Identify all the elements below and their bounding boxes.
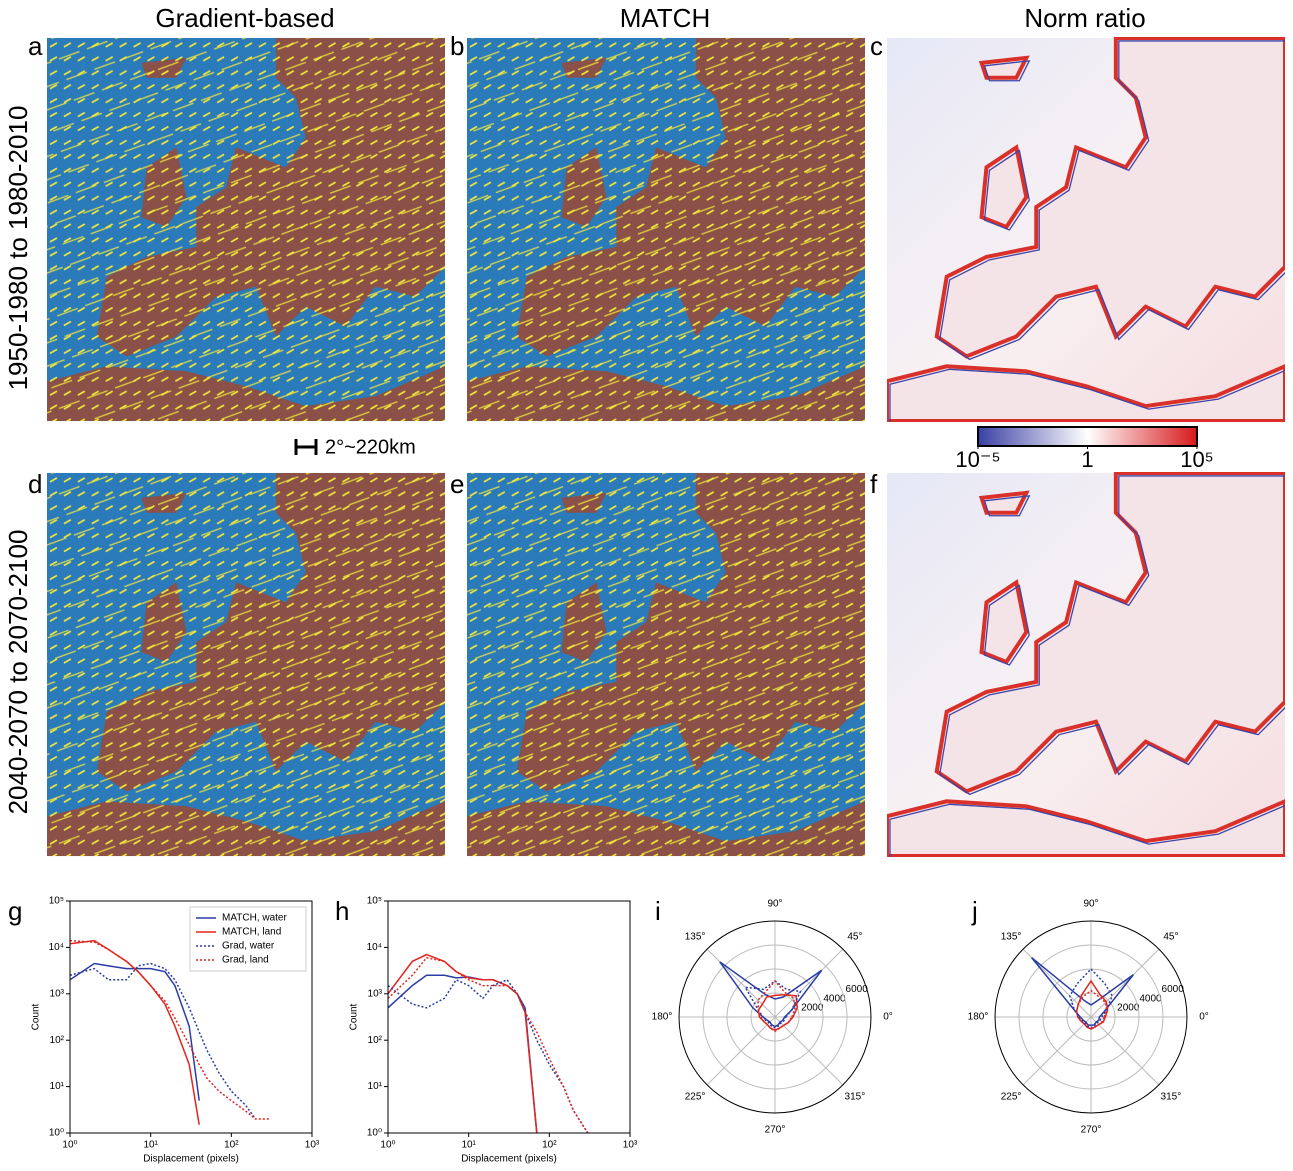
line-chart: 10⁰ 10¹ 10² 10³ 10⁰ 10¹ 10² 10³ 10⁴ 10⁵ Displaceme…: [349, 896, 638, 1165]
column-title: Norm ratio: [1024, 3, 1145, 33]
panel-label: i: [655, 896, 661, 926]
theta-tick-label: 225°: [685, 1092, 706, 1103]
series-line: [70, 964, 256, 1120]
panel-label: b: [450, 31, 464, 61]
theta-tick-label: 315°: [845, 1092, 866, 1103]
map-panel: [467, 38, 865, 421]
scale-bar: [296, 439, 316, 455]
theta-tick-label: 225°: [1001, 1092, 1022, 1103]
plot-frame: [388, 901, 630, 1133]
panel-label: e: [450, 469, 464, 499]
line-chart: 10⁰ 10¹ 10² 10³ 10⁰ 10¹ 10² 10³ 10⁴ 10⁵ Displaceme…: [31, 896, 320, 1165]
y-tick-label: 10²: [50, 1035, 65, 1046]
map-panel: [47, 473, 445, 856]
map-panel: [887, 473, 1288, 859]
theta-tick-label: 270°: [1081, 1125, 1102, 1136]
theta-tick-label: 180°: [652, 1012, 673, 1023]
r-tick-label: 6000: [1162, 984, 1185, 995]
r-tick-label: 4000: [823, 993, 846, 1004]
theta-tick-label: 90°: [1083, 899, 1098, 910]
series-line: [1032, 958, 1134, 1026]
legend-label: Grad, land: [222, 955, 269, 966]
map-panel: [47, 38, 445, 421]
column-title: MATCH: [620, 3, 711, 33]
theta-tick-label: 180°: [968, 1012, 989, 1023]
panel-label: d: [28, 469, 42, 499]
series-line: [388, 958, 588, 1133]
colorbar-bar: [978, 427, 1197, 446]
theta-tick-label: 45°: [1163, 932, 1178, 943]
y-tick-label: 10¹: [50, 1081, 65, 1092]
series-line: [70, 964, 199, 1101]
x-tick-label: 10⁰: [380, 1140, 395, 1151]
theta-tick-label: 135°: [1001, 932, 1022, 943]
figure: Gradient-based MATCH Norm ratio 1950-198…: [0, 0, 1293, 1166]
series-line: [388, 955, 537, 1133]
y-tick-label: 10⁰: [367, 1128, 382, 1139]
x-tick-label: 10¹: [143, 1140, 158, 1151]
theta-tick-label: 0°: [1199, 1012, 1209, 1023]
y-tick-label: 10⁰: [49, 1128, 64, 1139]
colorbar-tick-label: 10⁻⁵: [955, 447, 1000, 472]
colorbar: 10⁻⁵ 1 10⁵: [955, 427, 1213, 472]
r-tick-label: 2000: [1117, 1002, 1140, 1013]
panel-label: g: [8, 896, 22, 926]
theta-tick-label: 315°: [1161, 1092, 1182, 1103]
series-line: [388, 980, 588, 1133]
row-label: 2040-2070 to 2070-2100: [3, 530, 33, 815]
panel-label: j: [971, 896, 978, 926]
map-panel: [887, 38, 1288, 424]
theta-tick-label: 270°: [765, 1125, 786, 1136]
x-tick-label: 10²: [224, 1140, 239, 1151]
map-panel: [467, 473, 865, 856]
r-tick-label: 2000: [801, 1002, 824, 1013]
y-tick-label: 10⁵: [49, 896, 64, 907]
series-line: [388, 975, 537, 1133]
x-tick-label: 10⁰: [62, 1140, 77, 1151]
colorbar-tick-label: 10⁵: [1180, 447, 1214, 472]
panel-label: h: [335, 896, 349, 926]
y-tick-label: 10¹: [368, 1081, 383, 1092]
x-axis-label: Displacement (pixels): [461, 1154, 557, 1165]
legend-label: Grad, water: [222, 941, 275, 952]
legend-label: MATCH, land: [222, 927, 281, 938]
series-line: [745, 981, 800, 1028]
colorbar-tick-label: 1: [1081, 447, 1093, 472]
theta-tick-label: 0°: [883, 1012, 893, 1023]
r-tick-label: 4000: [1139, 993, 1162, 1004]
panel-label: f: [870, 469, 878, 499]
y-tick-label: 10⁵: [367, 896, 382, 907]
scale-bar-label: 2°~220km: [325, 436, 416, 458]
r-tick-label: 6000: [846, 984, 869, 995]
y-tick-label: 10³: [50, 988, 65, 999]
row-label: 1950-1980 to 1980-2010: [3, 106, 33, 391]
y-tick-label: 10³: [368, 988, 383, 999]
theta-tick-label: 135°: [685, 932, 706, 943]
y-tick-label: 10⁴: [49, 942, 64, 953]
theta-tick-label: 45°: [847, 932, 862, 943]
x-tick-label: 10²: [542, 1140, 557, 1151]
x-tick-label: 10³: [305, 1140, 320, 1151]
panel-label: a: [28, 31, 43, 61]
y-axis-label: Count: [31, 1003, 42, 1030]
panel-label: c: [870, 31, 883, 61]
x-tick-label: 10¹: [461, 1140, 476, 1151]
y-tick-label: 10²: [368, 1035, 383, 1046]
theta-tick-label: 90°: [767, 899, 782, 910]
column-title: Gradient-based: [155, 3, 334, 33]
legend-label: MATCH, water: [222, 913, 287, 924]
y-tick-label: 10⁴: [367, 942, 382, 953]
x-tick-label: 10³: [623, 1140, 638, 1151]
x-axis-label: Displacement (pixels): [143, 1154, 239, 1165]
y-axis-label: Count: [349, 1003, 360, 1030]
